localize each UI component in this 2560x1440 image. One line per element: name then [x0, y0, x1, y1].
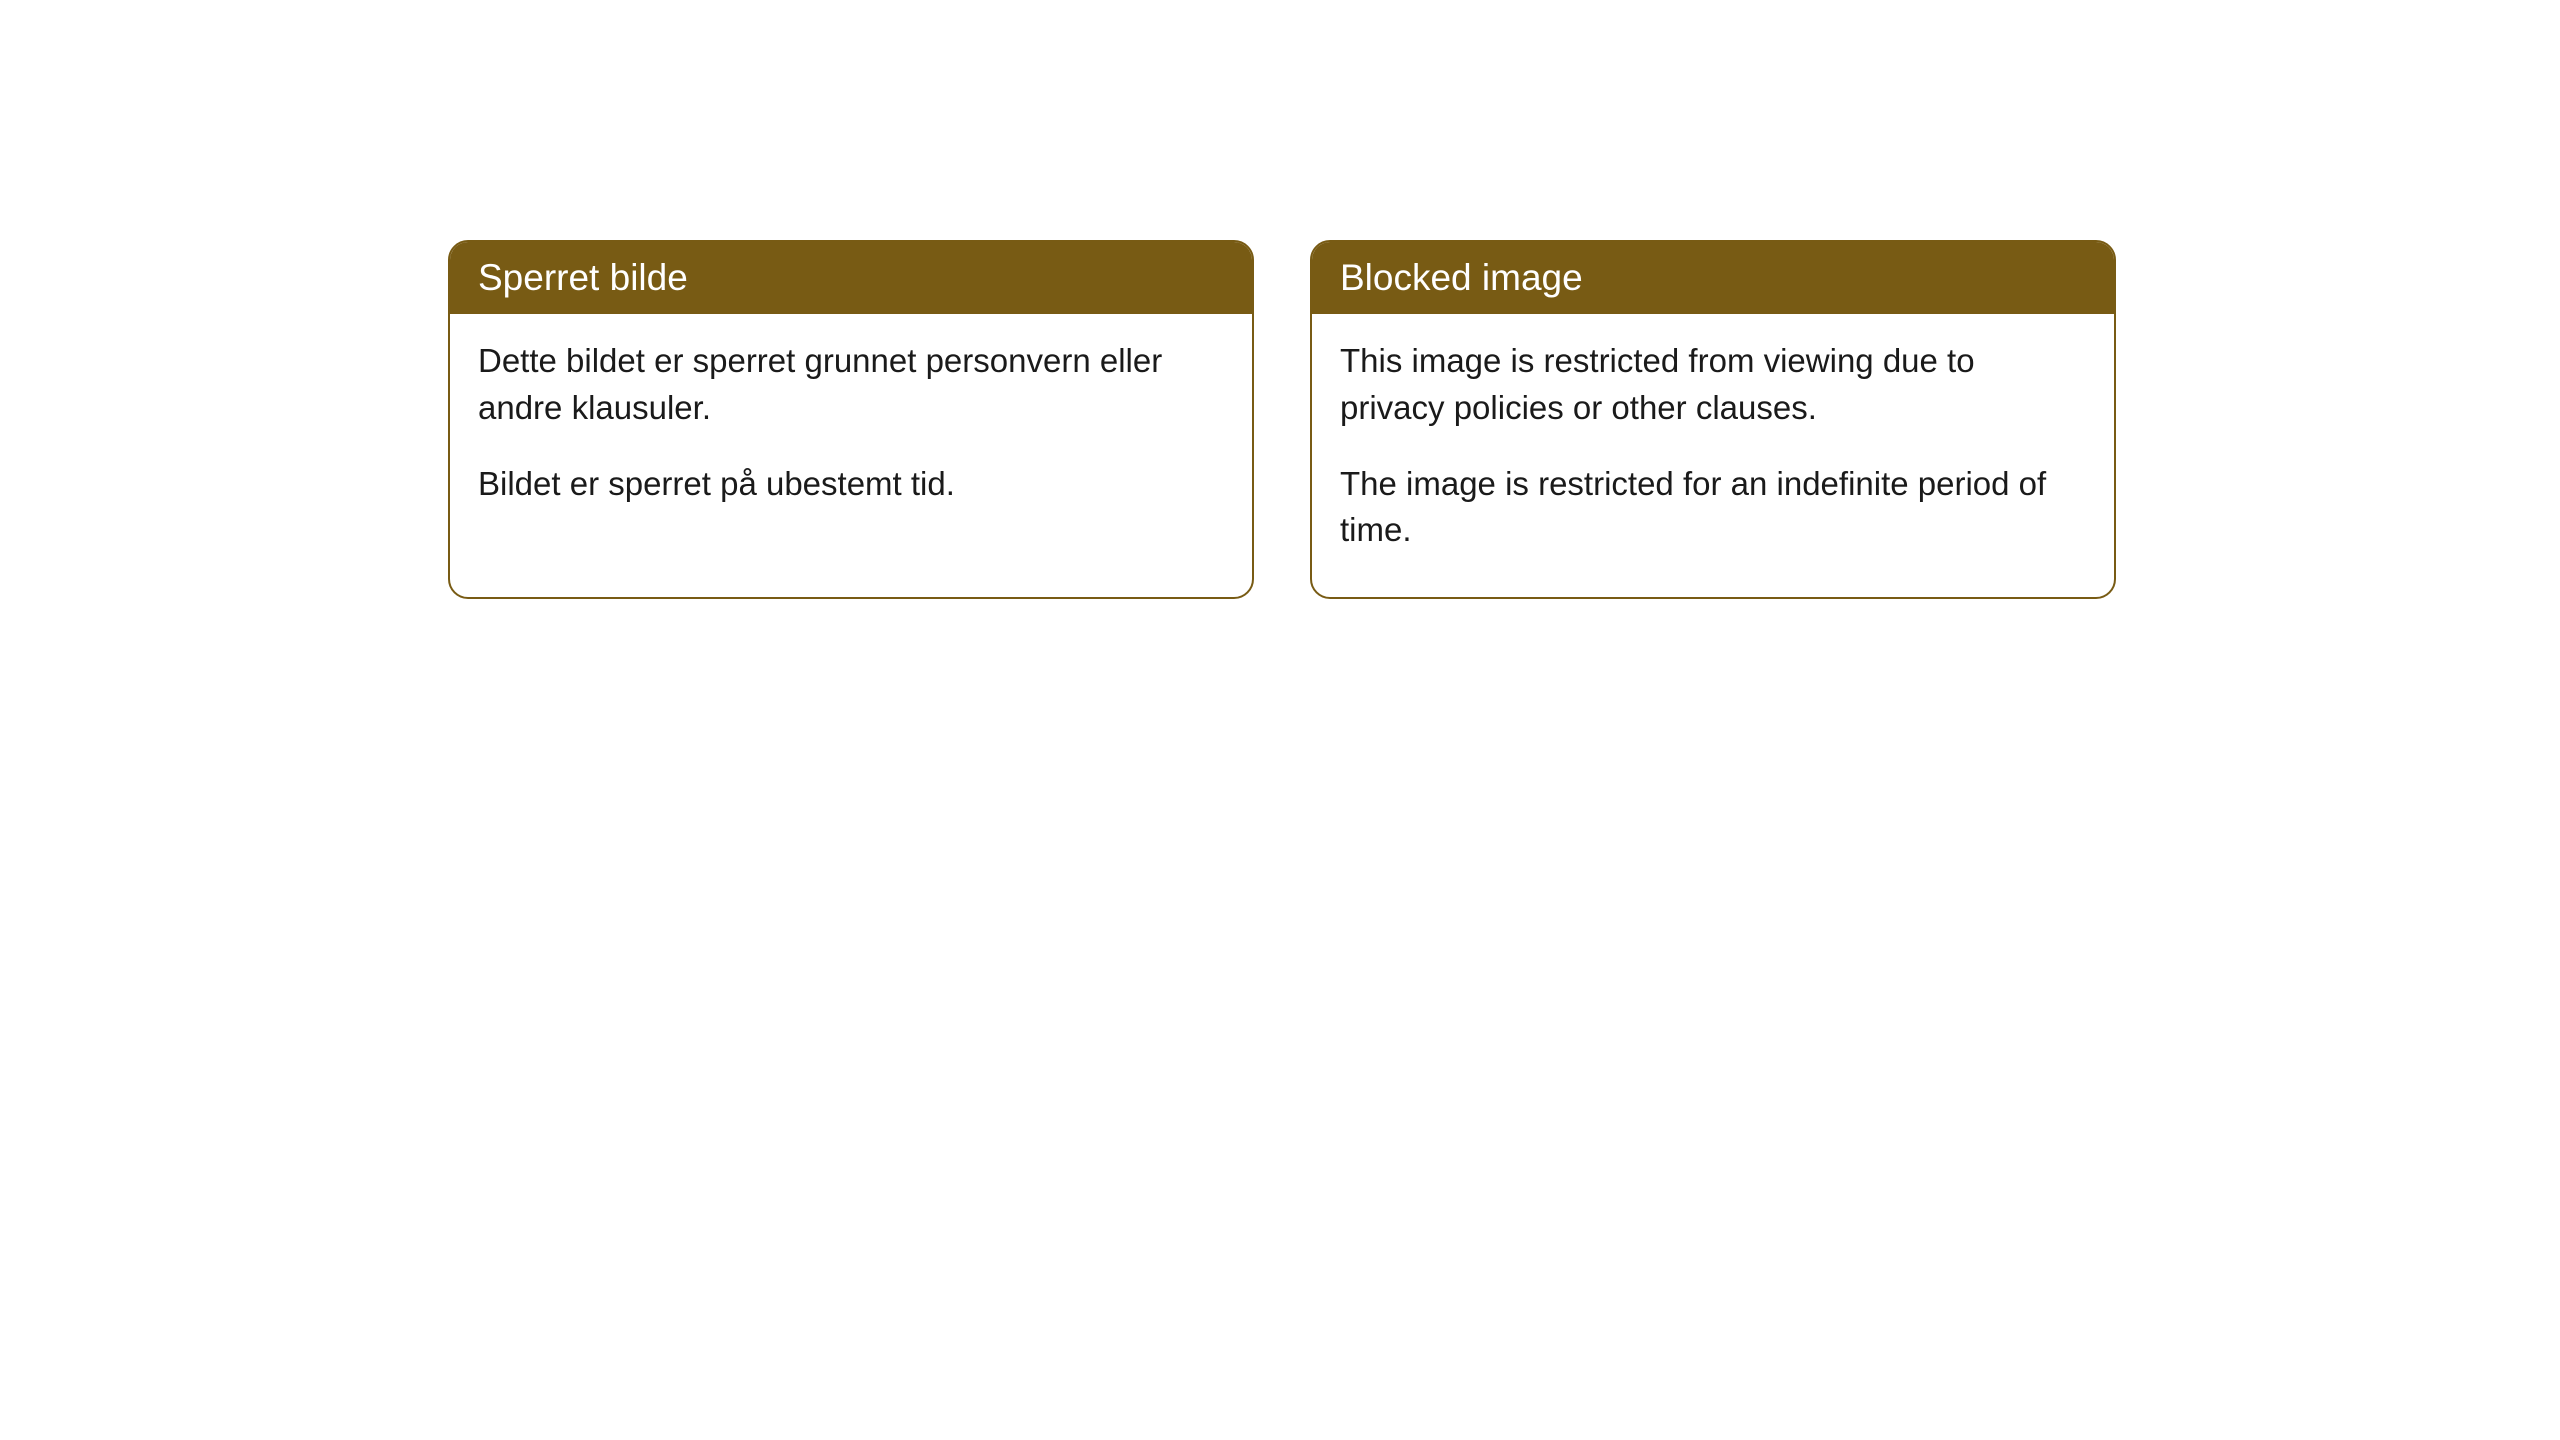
card-paragraph-1-english: This image is restricted from viewing du… [1340, 338, 2086, 430]
notice-card-norwegian: Sperret bilde Dette bildet er sperret gr… [448, 240, 1254, 599]
card-paragraph-2-english: The image is restricted for an indefinit… [1340, 461, 2086, 553]
card-paragraph-1-norwegian: Dette bildet er sperret grunnet personve… [478, 338, 1224, 430]
notice-card-english: Blocked image This image is restricted f… [1310, 240, 2116, 599]
card-header-norwegian: Sperret bilde [450, 242, 1252, 314]
card-paragraph-2-norwegian: Bildet er sperret på ubestemt tid. [478, 461, 1224, 507]
notice-cards-container: Sperret bilde Dette bildet er sperret gr… [448, 240, 2116, 599]
card-body-english: This image is restricted from viewing du… [1312, 314, 2114, 597]
card-body-norwegian: Dette bildet er sperret grunnet personve… [450, 314, 1252, 551]
card-header-english: Blocked image [1312, 242, 2114, 314]
